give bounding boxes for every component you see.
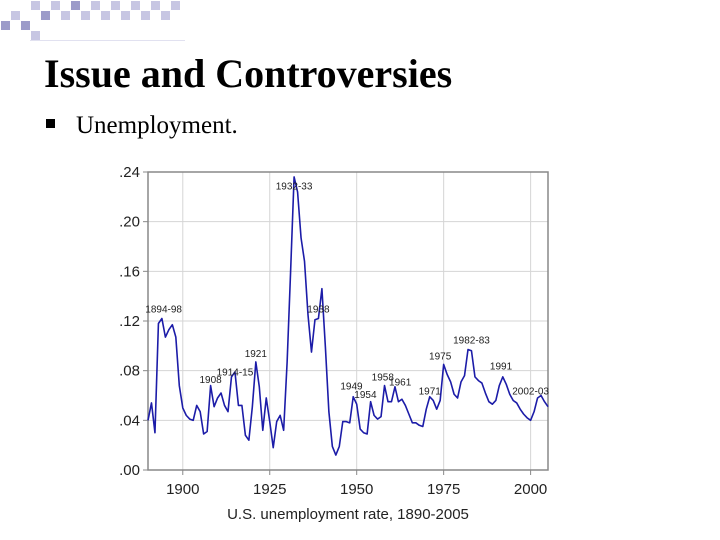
bullet-item: Unemployment.	[46, 112, 238, 142]
annotation-label: 1971	[419, 386, 442, 397]
y-axis: .00 .04 .08 .12 .16 .20 .24	[119, 164, 148, 479]
y-tick-label: .04	[119, 412, 140, 429]
bullet-text: Unemployment.	[76, 112, 238, 139]
slide-title: Issue and Controversies	[44, 51, 453, 96]
x-tick-label: 2000	[514, 481, 547, 498]
x-axis: 1900 1925 1950 1975 2000	[166, 470, 547, 498]
annotation-label: 1921	[245, 349, 268, 360]
square-bullet-icon	[46, 119, 55, 128]
y-tick-label: .12	[119, 313, 140, 330]
y-tick-label: .24	[119, 164, 140, 181]
y-tick-label: .00	[119, 462, 140, 479]
slide-corner-decoration	[0, 0, 190, 50]
annotation-label: 1949	[340, 381, 363, 392]
annotation-label: 1932-33	[276, 181, 313, 192]
annotation-label: 1938	[307, 304, 330, 315]
chart-annotations: 1894-9819081914-1519211932-3319381949195…	[145, 181, 549, 401]
title-decoration-line	[30, 40, 185, 41]
unemployment-line-chart: .00 .04 .08 .12 .16 .20 .24 1900 1925 1950 1975 20…	[119, 164, 549, 523]
annotation-label: 1961	[389, 378, 412, 389]
annotation-label: 1982-83	[453, 335, 490, 346]
annotation-label: 1914-15	[217, 368, 254, 379]
annotation-label: 1894-98	[145, 304, 182, 315]
x-tick-label: 1950	[340, 481, 373, 498]
annotation-label: 1908	[199, 375, 222, 386]
annotation-label: 2002-03	[512, 386, 549, 397]
annotation-label: 1954	[354, 390, 377, 401]
annotation-label: 1958	[372, 373, 395, 384]
x-tick-label: 1900	[166, 481, 199, 498]
annotation-label: 1991	[490, 361, 513, 372]
annotation-label: 1975	[429, 351, 452, 362]
x-tick-label: 1975	[427, 481, 460, 498]
x-tick-label: 1925	[253, 481, 286, 498]
y-tick-label: .08	[119, 363, 140, 380]
x-axis-title: U.S. unemployment rate, 1890-2005	[227, 506, 469, 523]
y-tick-label: .16	[119, 263, 140, 280]
y-tick-label: .20	[119, 214, 140, 231]
series-line-unemployment	[147, 176, 549, 456]
